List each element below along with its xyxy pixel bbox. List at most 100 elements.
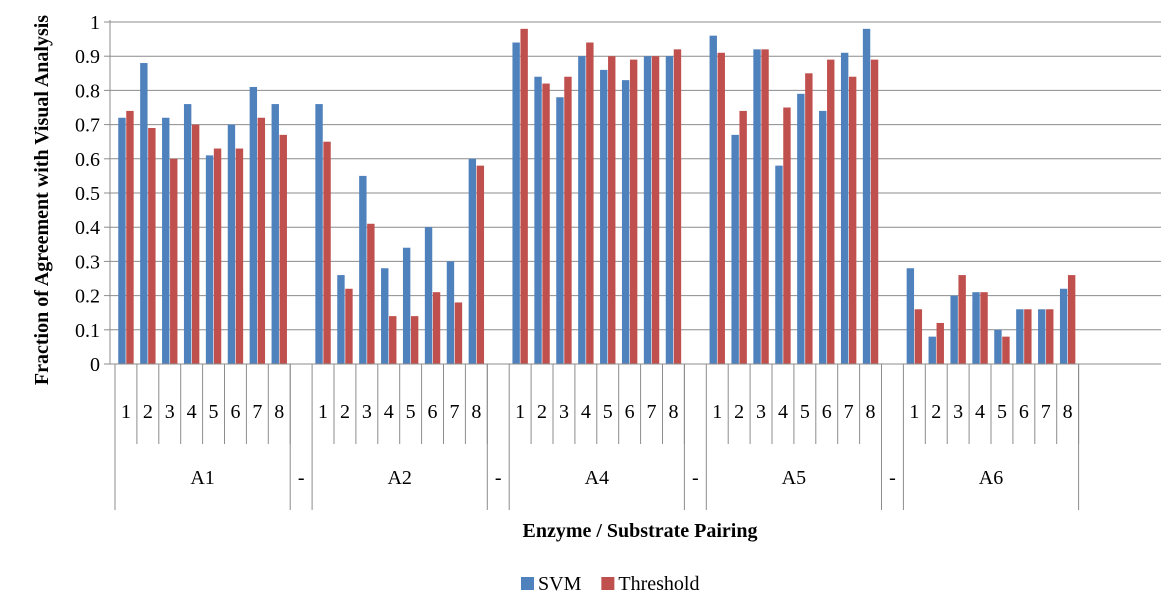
bar-svm <box>994 329 1002 364</box>
x-category-label: 5 <box>209 401 219 423</box>
x-category-label: 8 <box>274 401 284 423</box>
bar-svm <box>862 28 871 365</box>
legend-swatch <box>601 577 615 590</box>
x-group-label: - <box>692 467 699 489</box>
bar-threshold <box>191 124 200 364</box>
bar-threshold <box>848 76 857 364</box>
x-category-label: 5 <box>800 401 810 423</box>
bar-svm <box>183 104 192 364</box>
bar-svm <box>446 261 455 364</box>
bar-svm <box>819 110 827 364</box>
bar-threshold <box>958 275 966 364</box>
bar-svm <box>315 104 323 364</box>
bar-svm <box>556 97 564 365</box>
bar-threshold <box>586 42 594 365</box>
bar-threshold <box>936 322 944 364</box>
bar-threshold <box>410 316 419 364</box>
bar-threshold <box>389 316 397 364</box>
bar-threshold <box>739 110 747 364</box>
x-group-label: A4 <box>585 467 609 489</box>
y-tick-label: 0.9 <box>75 46 100 68</box>
x-category-label: 8 <box>471 401 481 423</box>
bar-threshold <box>235 148 244 364</box>
bar-threshold <box>148 128 156 364</box>
bar-svm <box>753 49 761 365</box>
bar-threshold <box>323 141 331 364</box>
x-category-label: 5 <box>997 401 1007 423</box>
bar-threshold <box>717 52 725 364</box>
bar-svm <box>972 292 980 364</box>
bar-svm <box>928 336 936 364</box>
legend-swatch <box>521 577 534 590</box>
bar-threshold <box>476 165 485 364</box>
bar-threshold <box>367 223 375 364</box>
bar-threshold <box>279 134 287 364</box>
x-category-label: 7 <box>1041 401 1051 423</box>
x-category-label: 8 <box>866 401 876 423</box>
y-tick-label: 0.6 <box>75 149 100 171</box>
bar-threshold <box>914 309 923 364</box>
x-category-label: 1 <box>318 401 328 423</box>
y-tick-label: 0.4 <box>75 217 100 239</box>
x-category-label: 8 <box>668 401 678 423</box>
bar-svm <box>621 80 630 364</box>
x-category-label: 4 <box>975 401 985 423</box>
x-category-label: 7 <box>647 401 657 423</box>
y-tick-label: 0.8 <box>75 80 100 102</box>
y-tick-label: 0.7 <box>75 115 100 137</box>
bar-threshold <box>980 292 988 364</box>
bar-svm <box>950 295 958 364</box>
x-category-label: 2 <box>537 401 547 423</box>
y-tick-label: 1 <box>90 12 100 34</box>
bar-threshold <box>1002 336 1010 364</box>
x-category-label: 8 <box>1063 401 1073 423</box>
bar-svm <box>600 69 608 364</box>
legend: SVM Threshold <box>521 573 699 595</box>
bar-threshold <box>1024 309 1032 364</box>
x-category-label: 7 <box>449 401 459 423</box>
bar-threshold <box>1046 309 1054 364</box>
bars <box>118 28 1076 365</box>
bar-threshold <box>827 59 835 365</box>
bar-threshold <box>126 110 134 364</box>
bar-svm <box>1059 288 1068 364</box>
x-group-label: - <box>889 467 896 489</box>
x-category-label: 1 <box>121 401 131 423</box>
x-category-label: 3 <box>362 401 372 423</box>
y-tick-label: 0.2 <box>75 286 100 308</box>
x-category-label: 5 <box>603 401 613 423</box>
x-category-label: 3 <box>559 401 569 423</box>
x-group-label: - <box>298 467 305 489</box>
bar-threshold <box>783 107 791 364</box>
bar-threshold <box>432 292 441 364</box>
bar-svm <box>402 247 411 364</box>
x-category-label: 7 <box>844 401 854 423</box>
bar-threshold <box>673 49 682 365</box>
x-category-label: 4 <box>384 401 394 423</box>
bar-svm <box>709 35 717 365</box>
bar-threshold <box>257 117 266 364</box>
x-group-label: A6 <box>979 467 1003 489</box>
x-category-label: 3 <box>953 401 963 423</box>
x-category-label: 1 <box>909 401 919 423</box>
bar-svm <box>906 268 915 364</box>
bar-svm <box>534 76 542 364</box>
bar-svm <box>665 56 674 364</box>
bar-svm <box>1016 309 1024 364</box>
bar-svm <box>512 42 520 365</box>
y-tick-label: 0.3 <box>75 251 100 273</box>
x-category-label: 2 <box>143 401 153 423</box>
bar-svm <box>840 52 849 364</box>
x-group-label: A1 <box>190 467 214 489</box>
x-category-label: 4 <box>581 401 591 423</box>
legend-label: SVM <box>538 573 582 595</box>
bar-threshold <box>870 59 879 365</box>
x-group-label: A2 <box>387 467 411 489</box>
bar-svm <box>775 165 783 364</box>
bar-svm <box>578 56 586 364</box>
y-tick-label: 0.1 <box>75 320 100 342</box>
bar-threshold <box>564 76 572 364</box>
bar-svm <box>271 104 279 364</box>
x-category-label: 6 <box>428 401 438 423</box>
